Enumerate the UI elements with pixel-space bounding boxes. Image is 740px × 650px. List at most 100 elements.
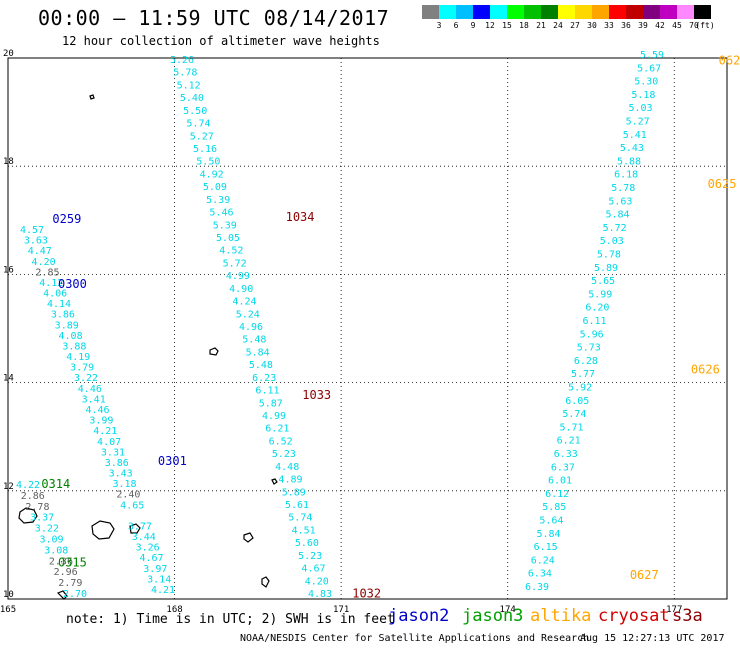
wave-height-value: 4.46 [78,384,102,395]
legend-swatches [422,5,711,19]
legend-label: 6 [453,21,459,30]
pass-labels: 1034 1033 1032 0259 0300 0301 0314 0315 0624 0625… [41,53,740,600]
legend-label: 33 [604,21,614,30]
lat-tick-label: 20 [3,49,14,59]
wave-height-value: 3.41 [82,394,106,405]
wave-height-value: 3.43 [109,469,133,480]
pass-time-label: 0626 [691,362,720,376]
legend-swatch [490,5,507,19]
wave-height-value: 5.59 [640,50,664,61]
island-outline [56,590,68,600]
wave-height-value: 4.20 [305,576,329,587]
wave-height-value: 5.89 [594,263,618,274]
wave-height-value: 5.46 [209,208,233,219]
satellite-s3a: s3a [672,606,703,626]
wave-height-value: 4.90 [229,284,253,295]
legend-swatch [694,5,711,19]
axis-tick-labels: 165 168 171 174 177 20 18 16 14 12 10 [0,49,682,615]
wave-height-value: 4.21 [93,426,117,437]
track-altika: 5.59 5.67 5.30 5.18 5.03 5.27 5.41 5.43 5.88 6.18… [525,50,664,593]
wave-height-value: 5.63 [608,196,632,207]
footer-credit: NOAA/NESDIS Center for Satellite Applica… [240,633,590,644]
legend-swatch [575,5,592,19]
island-outline [271,478,278,485]
wave-height-value: 2.36 [49,556,73,567]
map-title: 00:00 – 11:59 UTC 08/14/2017 [38,6,390,30]
wave-height-value: 3.18 [112,479,136,490]
wave-height-value: 5.78 [173,68,197,79]
legend-swatch [643,5,660,19]
map-border [7,57,728,600]
wave-height-value: 4.83 [308,589,332,600]
island-outline [18,507,38,524]
wave-height-value: 5.39 [206,195,230,206]
wave-height-value: 5.88 [617,156,641,167]
island-outline [89,94,95,100]
wave-height-value: 4.96 [239,322,263,333]
wave-height-value: 5.23 [272,449,296,460]
wave-height-value: 3.22 [35,524,59,535]
wave-height-value: 3.26 [136,543,160,554]
wave-height-value: 5.78 [597,250,621,261]
wave-height-value: 5.03 [629,103,653,114]
wave-height-value: 3.86 [105,458,129,469]
map-subtitle: 12 hour collection of altimeter wave hei… [62,34,380,48]
legend-label: 42 [655,21,665,30]
lat-tick-label: 14 [3,374,14,384]
wave-height-value: 5.77 [571,369,595,380]
wave-height-value: 4.21 [151,585,175,596]
lat-tick-label: 16 [3,265,14,275]
wave-height-value: 6.01 [548,476,572,487]
pass-time-label: 0315 [58,556,87,570]
pass-time-label: 0624 [719,53,740,67]
wave-height-value: 4.08 [59,331,83,342]
legend-label: 24 [553,21,563,30]
island-outline [129,523,141,534]
wave-height-value: 4.92 [200,169,224,180]
wave-height-value: 5.84 [606,210,630,221]
legend-label: 21 [536,21,546,30]
wave-height-value: 3.86 [51,310,75,321]
legend-label: 9 [470,21,476,30]
wave-height-value: 5.74 [186,119,210,130]
legend-label: (ft) [695,21,715,30]
legend-label: 70 [689,21,699,30]
wave-height-value: 5.41 [623,130,647,141]
wave-height-value: 4.67 [301,564,325,575]
legend-label: 30 [587,21,597,30]
wave-height-value: 4.20 [32,257,56,268]
wave-height-value: 5.67 [637,63,661,74]
lat-tick-label: 18 [3,157,14,167]
wave-height-value: 5.50 [183,106,207,117]
wave-height-value: 4.89 [278,475,302,486]
wave-height-value: 5.48 [242,335,266,346]
wave-height-value: 6.33 [554,449,578,460]
wave-height-value: 5.23 [298,551,322,562]
track-jason3: 4.222.862.783.373.223.093.082.362.962.79… [16,480,87,600]
wave-height-value: 6.52 [269,436,293,447]
wave-height-value: 5.73 [577,343,601,354]
wave-height-value: 3.63 [24,236,48,247]
pass-time-label: 1034 [286,210,315,224]
wave-height-value: 2.86 [21,491,45,502]
legend-label: 36 [621,21,631,30]
wave-height-value: 4.22 [16,480,40,491]
wave-height-value: 3.79 [70,363,94,374]
wave-height-value: 6.21 [265,424,289,435]
wave-height-value: 5.26 [170,55,194,66]
wave-height-value: 3.89 [55,320,79,331]
wave-height-value: 3.97 [143,564,167,575]
wave-height-value: 5.27 [190,131,214,142]
pass-time-label: 0259 [52,212,81,226]
wave-height-value: 6.05 [565,396,589,407]
wave-height-value: 3.37 [30,513,54,524]
wave-height-value: 6.18 [614,170,638,181]
legend-label: 27 [570,21,580,30]
pass-time-label: 0627 [630,568,659,582]
legend-swatch [439,5,456,19]
wave-height-value: 3.99 [89,416,113,427]
legend-label: 39 [638,21,648,30]
wave-height-value: 4.46 [86,405,110,416]
wave-height-value: 6.11 [255,386,279,397]
